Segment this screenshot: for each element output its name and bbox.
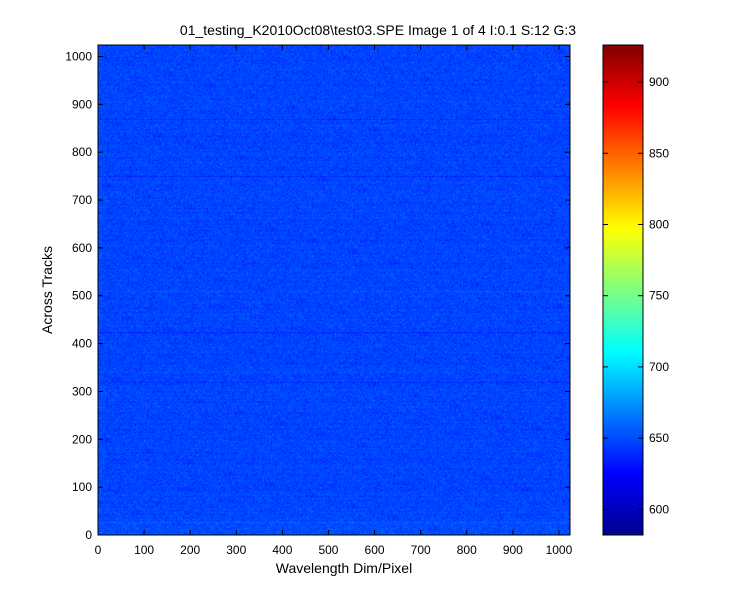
x-tick-label: 800	[457, 543, 477, 557]
colorbar-tick-label: 650	[649, 431, 669, 445]
x-tick-label: 500	[318, 543, 338, 557]
y-tick-label: 400	[72, 337, 92, 351]
x-axis: 0 100 200 300 400 500 600 700 800 900 1000	[95, 45, 573, 557]
y-axis-label: Across Tracks	[39, 246, 55, 334]
x-tick-label: 100	[134, 543, 154, 557]
colorbar-ticks: 600 650 700 750 800 850 900	[603, 75, 669, 516]
y-tick-label: 500	[72, 289, 92, 303]
heatmap-plot-area	[97, 44, 571, 536]
colorbar-tick-label: 750	[649, 289, 669, 303]
y-tick-label: 800	[72, 145, 92, 159]
colorbar-tick-label: 700	[649, 360, 669, 374]
y-tick-label: 300	[72, 384, 92, 398]
y-tick-label: 900	[72, 97, 92, 111]
x-tick-label: 700	[411, 543, 431, 557]
y-tick-label: 600	[72, 241, 92, 255]
x-tick-label: 200	[180, 543, 200, 557]
colorbar-tick-label: 800	[649, 217, 669, 231]
colorbar-tick-label: 850	[649, 146, 669, 160]
y-tick-label: 1000	[65, 49, 92, 63]
y-tick-label: 100	[72, 480, 92, 494]
x-tick-label: 300	[226, 543, 246, 557]
plot-frame	[97, 44, 571, 536]
colorbar-gradient	[602, 44, 644, 536]
x-tick-label: 600	[365, 543, 385, 557]
x-tick-label: 0	[95, 543, 102, 557]
colorbar-tick-label: 600	[649, 502, 669, 516]
x-tick-label: 400	[272, 543, 292, 557]
y-tick-label: 700	[72, 193, 92, 207]
y-axis: 0 100 200 300 400 500 600 700 800 900 1000	[65, 49, 570, 542]
chart-title: 01_testing_K2010Oct08\test03.SPE Image 1…	[180, 22, 576, 38]
x-tick-label: 900	[503, 543, 523, 557]
x-axis-label: Wavelength Dim/Pixel	[276, 560, 412, 576]
colorbar-tick-label: 900	[649, 75, 669, 89]
x-tick-label: 1000	[546, 543, 573, 557]
colorbar: 600 650 700 750 800 850 900	[602, 44, 669, 536]
y-tick-label: 200	[72, 432, 92, 446]
y-tick-label: 0	[85, 528, 92, 542]
